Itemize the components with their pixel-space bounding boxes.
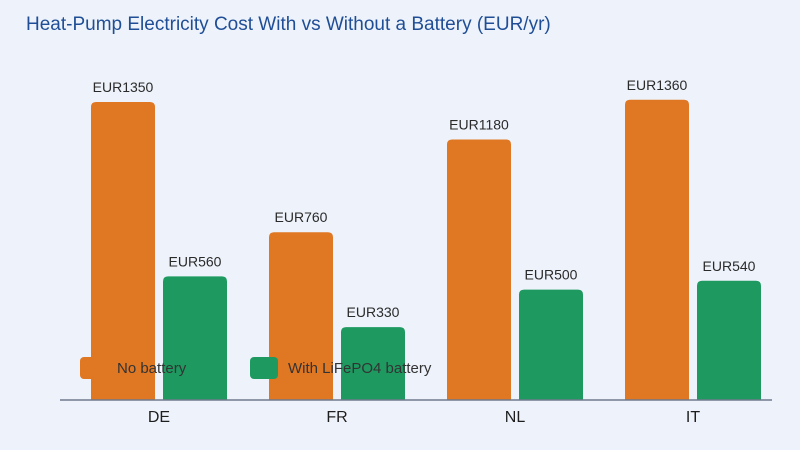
legend: No battery With LiFePO4 battery: [80, 357, 432, 379]
category-label-fr: FR: [326, 409, 347, 426]
bar-it-series-2: [697, 280, 761, 400]
category-label-it: IT: [686, 409, 700, 426]
legend-label-series-1: No battery: [117, 360, 187, 377]
bar-label-fr-series-1: EUR760: [275, 209, 328, 225]
category-label-de: DE: [148, 409, 170, 426]
bar-nl-series-2: [519, 289, 583, 400]
bar-label-it-series-1: EUR1360: [627, 77, 688, 93]
legend-swatch-series-1: [80, 357, 108, 379]
bar-label-nl-series-2: EUR500: [525, 267, 578, 283]
bars-layer: EUR1350 EUR560 EUR760 EUR330 EUR1180 EUR500 EU…: [91, 77, 761, 400]
bar-label-nl-series-1: EUR1180: [449, 117, 509, 133]
bar-fr-series-2: [341, 327, 405, 400]
bar-it-series-1: [625, 99, 689, 400]
category-labels: DE FR NL IT: [148, 409, 700, 426]
bar-label-de-series-2: EUR560: [169, 253, 222, 269]
legend-label-series-2: With LiFePO4 battery: [288, 360, 432, 377]
bar-label-it-series-2: EUR540: [703, 258, 756, 274]
bar-label-de-series-1: EUR1350: [93, 79, 154, 95]
category-label-nl: NL: [505, 409, 526, 426]
chart-title: Heat-Pump Electricity Cost With vs Witho…: [26, 14, 551, 35]
bar-nl-series-1: [447, 139, 511, 400]
bar-fr-series-1: [269, 232, 333, 400]
bar-de-series-1: [91, 102, 155, 400]
bar-label-fr-series-2: EUR330: [347, 304, 400, 320]
legend-swatch-series-2: [250, 357, 278, 379]
bar-de-series-2: [163, 276, 227, 400]
